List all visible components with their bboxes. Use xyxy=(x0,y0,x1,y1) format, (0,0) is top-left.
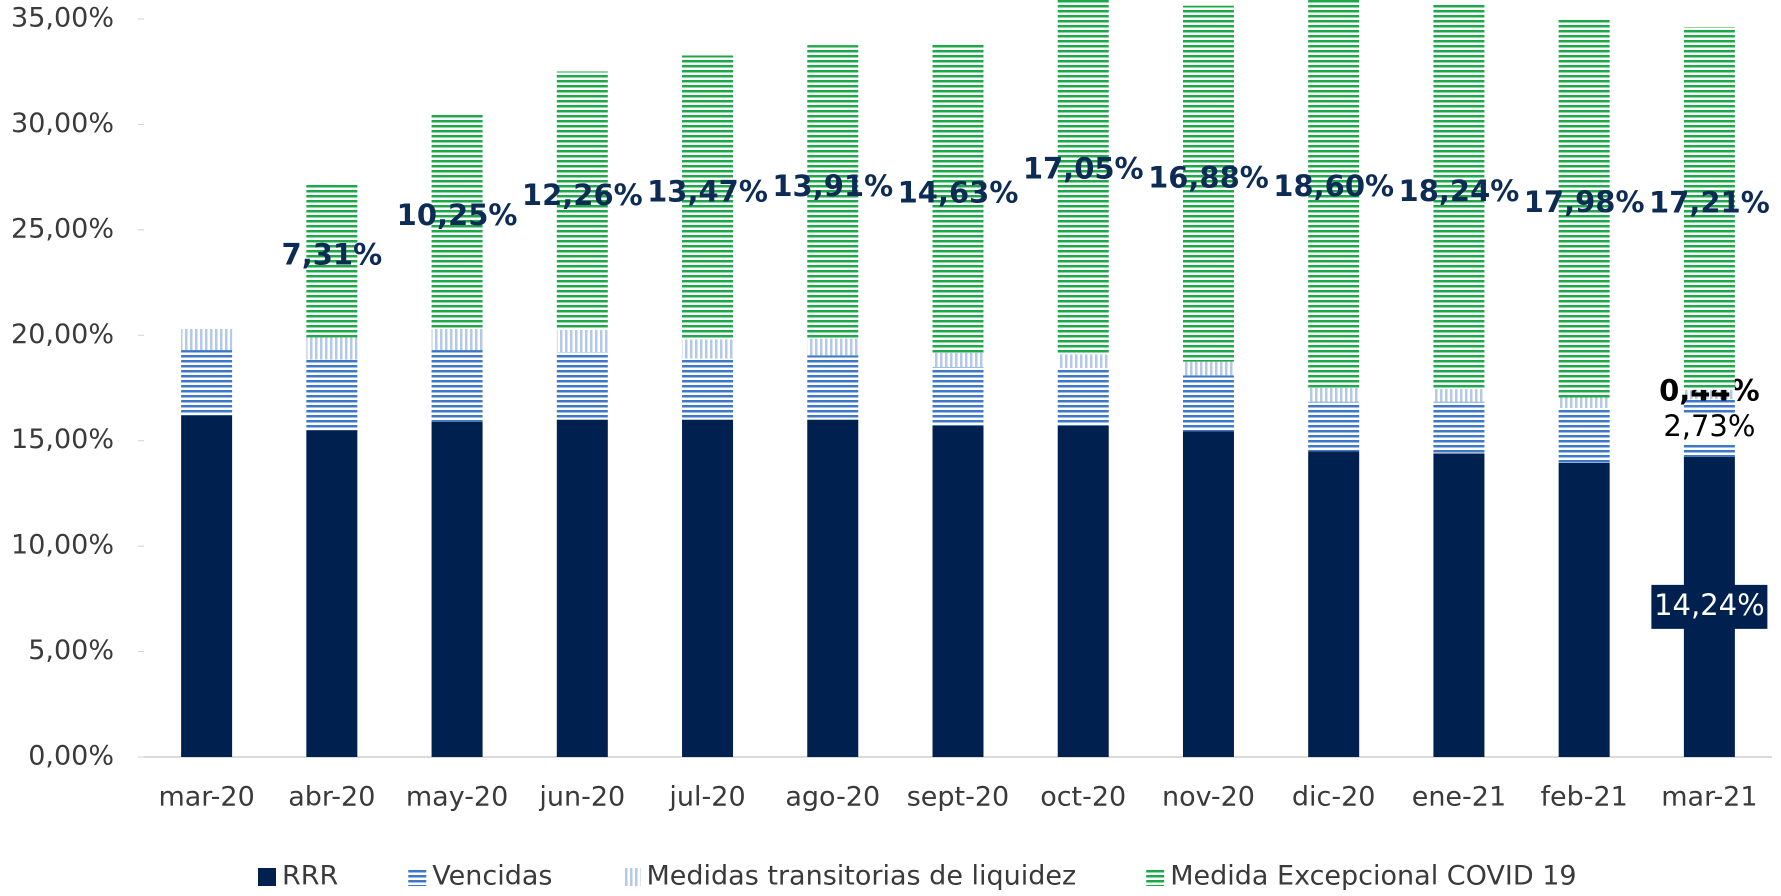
label-box xyxy=(1661,412,1758,443)
x-tick-label: nov-20 xyxy=(1162,782,1255,813)
bar-segment xyxy=(1683,389,1735,400)
bar-segment xyxy=(1057,0,1109,355)
bar-segment xyxy=(181,328,233,351)
bar-segment xyxy=(431,350,483,422)
bar-segment xyxy=(306,359,358,431)
bar-segment xyxy=(1182,375,1234,432)
bar-segment xyxy=(1308,0,1360,388)
x-tick-label: oct-20 xyxy=(1040,782,1126,813)
bar-segment xyxy=(181,350,233,416)
x-tick-label: jun-20 xyxy=(538,782,625,813)
legend-label: Medidas transitorias de liquidez xyxy=(646,861,1076,892)
legend-label: Medida Excepcional COVID 19 xyxy=(1170,861,1576,892)
bar-segment xyxy=(932,44,984,353)
x-tick-label: ene-21 xyxy=(1412,782,1506,813)
data-label: 13,47% xyxy=(647,174,768,208)
bar-segment xyxy=(1558,462,1610,757)
data-label: 18,60% xyxy=(1273,169,1394,203)
y-tick-label: 30,00% xyxy=(11,108,114,139)
x-tick-label: jul-20 xyxy=(668,782,745,813)
legend-label: RRR xyxy=(282,861,338,892)
data-label: 2,73% xyxy=(1663,409,1755,443)
bar-segment xyxy=(1182,431,1234,757)
bar-segment xyxy=(306,337,358,360)
data-label: 14,63% xyxy=(898,176,1019,210)
bar-segment xyxy=(556,330,608,353)
bar-segment xyxy=(932,352,984,367)
y-tick-label: 35,00% xyxy=(11,3,114,34)
bar-segment xyxy=(181,415,233,757)
bar-segment xyxy=(807,45,859,339)
y-tick-label: 10,00% xyxy=(11,530,114,561)
bar-segment xyxy=(682,55,734,340)
bar-segment xyxy=(431,328,483,351)
data-label: 12,26% xyxy=(522,178,643,212)
bar-segment xyxy=(807,355,859,420)
legend-label: Vencidas xyxy=(432,861,552,892)
y-tick-label: 20,00% xyxy=(11,319,114,350)
bar-segment xyxy=(1558,408,1610,463)
bar-segment xyxy=(1057,354,1109,368)
bar-segment xyxy=(1683,27,1735,390)
bar-segment xyxy=(431,421,483,757)
legend-swatch xyxy=(1146,868,1165,886)
bar-segment xyxy=(1433,389,1485,402)
data-label: 14,24% xyxy=(1654,588,1765,622)
bar-segment xyxy=(1182,361,1234,376)
data-label: 10,25% xyxy=(397,198,518,232)
bar-segment xyxy=(1308,401,1360,452)
bar-segment xyxy=(932,425,984,757)
y-tick-label: 15,00% xyxy=(11,424,114,455)
legend-swatch xyxy=(622,868,641,886)
y-tick-label: 5,00% xyxy=(28,635,114,666)
x-tick-label: mar-21 xyxy=(1661,782,1757,813)
bar-segment xyxy=(1433,4,1485,390)
bar-segment xyxy=(1308,451,1360,757)
x-tick-label: sept-20 xyxy=(907,782,1010,813)
bar-segment xyxy=(1433,401,1485,454)
bar-segment xyxy=(682,419,734,757)
bar-segment xyxy=(1057,425,1109,757)
data-label: 17,05% xyxy=(1023,152,1144,186)
y-tick-label: 25,00% xyxy=(11,213,114,244)
bar-segment xyxy=(932,366,984,426)
bar-segment xyxy=(556,71,608,331)
legend-swatch xyxy=(408,868,427,886)
bar-segment xyxy=(807,338,859,356)
bar-segment xyxy=(682,358,734,420)
bar-segment xyxy=(807,419,859,757)
bar-segment xyxy=(1308,388,1360,402)
bar-segment xyxy=(306,430,358,757)
data-label: 18,24% xyxy=(1399,174,1520,208)
data-label: 16,88% xyxy=(1148,161,1269,195)
bar-segment xyxy=(1433,453,1485,757)
bar-segment xyxy=(1057,367,1109,426)
x-tick-label: abr-20 xyxy=(288,782,375,813)
bar-segment xyxy=(556,352,608,420)
bar-segment xyxy=(1558,397,1610,409)
bar-segment xyxy=(431,112,483,329)
x-tick-label: mar-20 xyxy=(158,782,254,813)
data-label: 17,98% xyxy=(1524,185,1645,219)
x-tick-label: dic-20 xyxy=(1292,782,1376,813)
data-label: 17,21% xyxy=(1649,185,1770,219)
data-label: 7,31% xyxy=(282,237,383,271)
bar-segment xyxy=(1558,18,1610,398)
bar-segment xyxy=(1182,5,1234,362)
legend-swatch xyxy=(258,868,276,886)
data-label: 13,91% xyxy=(772,169,893,203)
bar-segment xyxy=(682,339,734,359)
x-tick-label: feb-21 xyxy=(1540,782,1627,813)
bar-segment xyxy=(306,183,358,338)
bar-segment xyxy=(556,419,608,757)
y-tick-label: 0,00% xyxy=(28,741,114,772)
label-box xyxy=(1651,584,1768,629)
x-tick-label: may-20 xyxy=(406,782,508,813)
x-tick-label: ago-20 xyxy=(785,782,880,813)
